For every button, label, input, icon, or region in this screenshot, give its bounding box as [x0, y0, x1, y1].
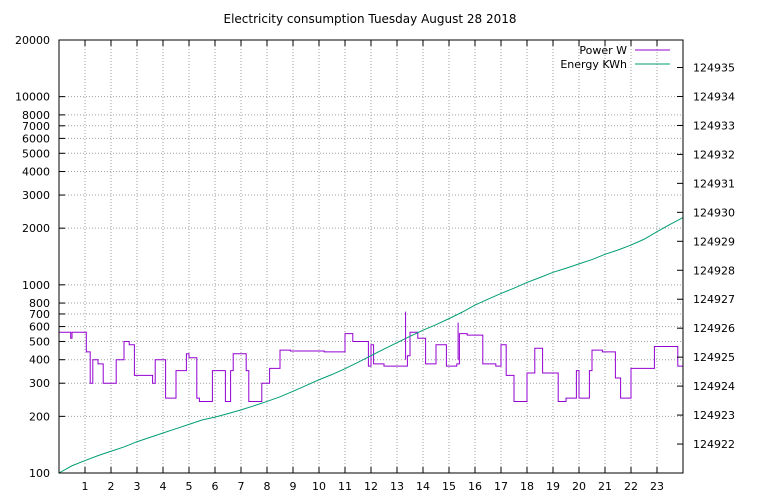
y-right-tick-label: 124922 — [693, 438, 735, 451]
x-tick-label: 12 — [364, 480, 378, 493]
y-right-tick-label: 124928 — [693, 264, 735, 277]
x-tick-label: 15 — [442, 480, 456, 493]
x-tick-label: 22 — [624, 480, 638, 493]
axis-ticks: 1 2 3 4 5 6 7 8 9 10 11 12 13 14 15 16 17 18 19 20 21 22 23100… — [15, 34, 735, 493]
x-tick-label: 18 — [520, 480, 534, 493]
x-tick-label: 11 — [338, 480, 352, 493]
x-tick-label: 13 — [390, 480, 404, 493]
y-right-tick-label: 124930 — [693, 206, 735, 219]
x-tick-label: 14 — [416, 480, 430, 493]
x-tick-label: 1 — [82, 480, 89, 493]
y-left-tick-label: 10000 — [15, 91, 50, 104]
y-right-tick-label: 124932 — [693, 148, 735, 161]
x-tick-label: 8 — [264, 480, 271, 493]
x-tick-label: 21 — [598, 480, 612, 493]
y-left-tick-label: 500 — [29, 335, 50, 348]
grid — [59, 39, 683, 474]
x-tick-label: 4 — [160, 480, 167, 493]
x-tick-label: 7 — [238, 480, 245, 493]
y-left-tick-label: 300 — [29, 377, 50, 390]
y-right-tick-label: 124933 — [693, 119, 735, 132]
y-left-tick-label: 100 — [29, 467, 50, 480]
legend-label-energy: Energy KWh — [560, 58, 627, 71]
legend-label-power: Power W — [579, 44, 627, 57]
y-left-tick-label: 200 — [29, 410, 50, 423]
y-left-tick-label: 6000 — [22, 132, 50, 145]
x-tick-label: 5 — [186, 480, 193, 493]
y-right-tick-label: 124929 — [693, 235, 735, 248]
y-left-tick-label: 1000 — [22, 279, 50, 292]
power-series-line — [59, 331, 684, 402]
x-tick-label: 6 — [212, 480, 219, 493]
y-left-tick-label: 800 — [29, 297, 50, 310]
y-left-tick-label: 700 — [29, 308, 50, 321]
y-left-tick-label: 2000 — [22, 222, 50, 235]
y-left-tick-label: 8000 — [22, 109, 50, 122]
x-tick-label: 2 — [108, 480, 115, 493]
y-right-tick-label: 124927 — [693, 293, 735, 306]
y-left-tick-label: 5000 — [22, 147, 50, 160]
y-right-tick-label: 124924 — [693, 380, 735, 393]
y-left-tick-label: 400 — [29, 354, 50, 367]
x-tick-label: 16 — [468, 480, 482, 493]
y-right-tick-label: 124923 — [693, 409, 735, 422]
x-tick-label: 20 — [572, 480, 586, 493]
y-left-tick-label: 7000 — [22, 120, 50, 133]
legend: Power W Energy KWh — [560, 44, 670, 71]
y-right-tick-label: 124926 — [693, 322, 735, 335]
x-tick-label: 17 — [494, 480, 508, 493]
chart-title: Electricity consumption Tuesday August 2… — [224, 12, 517, 26]
x-tick-label: 10 — [312, 480, 326, 493]
y-right-tick-label: 124931 — [693, 177, 735, 190]
x-tick-label: 23 — [650, 480, 664, 493]
y-left-tick-label: 600 — [29, 321, 50, 334]
y-left-tick-label: 4000 — [22, 166, 50, 179]
y-right-tick-label: 124934 — [693, 90, 735, 103]
x-tick-label: 9 — [290, 480, 297, 493]
x-tick-label: 3 — [134, 480, 141, 493]
plot-lines — [58, 217, 684, 474]
y-left-tick-label: 20000 — [15, 34, 50, 47]
x-tick-label: 19 — [546, 480, 560, 493]
y-left-tick-label: 3000 — [22, 189, 50, 202]
energy-series-line — [58, 217, 684, 474]
y-right-tick-label: 124925 — [693, 351, 735, 364]
y-right-tick-label: 124935 — [693, 62, 735, 75]
